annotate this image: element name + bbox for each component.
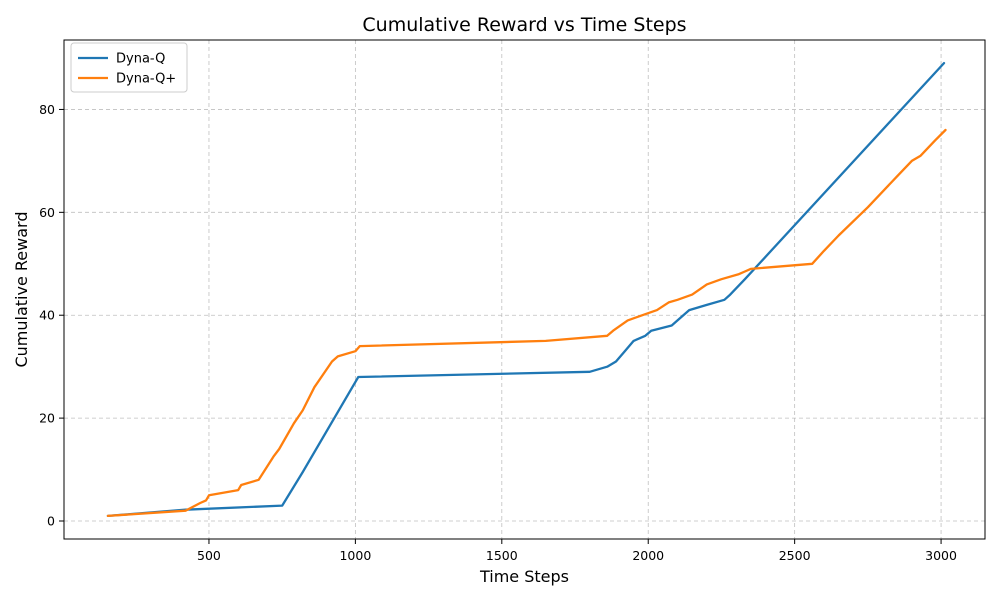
y-tick-label: 40 xyxy=(39,308,55,323)
x-axis-label: Time Steps xyxy=(479,567,569,586)
x-tick-label: 500 xyxy=(197,548,221,563)
legend-label-dyna-q-plus: Dyna-Q+ xyxy=(116,72,176,87)
x-tick-label: 3000 xyxy=(925,548,957,563)
y-tick-label: 60 xyxy=(39,205,55,220)
x-tick-label: 2500 xyxy=(779,548,811,563)
legend-label-dyna-q: Dyna-Q xyxy=(116,52,165,67)
y-axis-label: Cumulative Reward xyxy=(12,212,31,368)
x-tick-label: 2000 xyxy=(632,548,664,563)
x-tick-label: 1500 xyxy=(486,548,518,563)
y-tick-label: 80 xyxy=(39,102,55,117)
chart-title: Cumulative Reward vs Time Steps xyxy=(362,14,686,36)
x-tick-label: 1000 xyxy=(339,548,371,563)
y-tick-label: 20 xyxy=(39,411,55,426)
y-tick-label: 0 xyxy=(47,513,55,528)
legend: Dyna-Q Dyna-Q+ xyxy=(71,43,187,92)
